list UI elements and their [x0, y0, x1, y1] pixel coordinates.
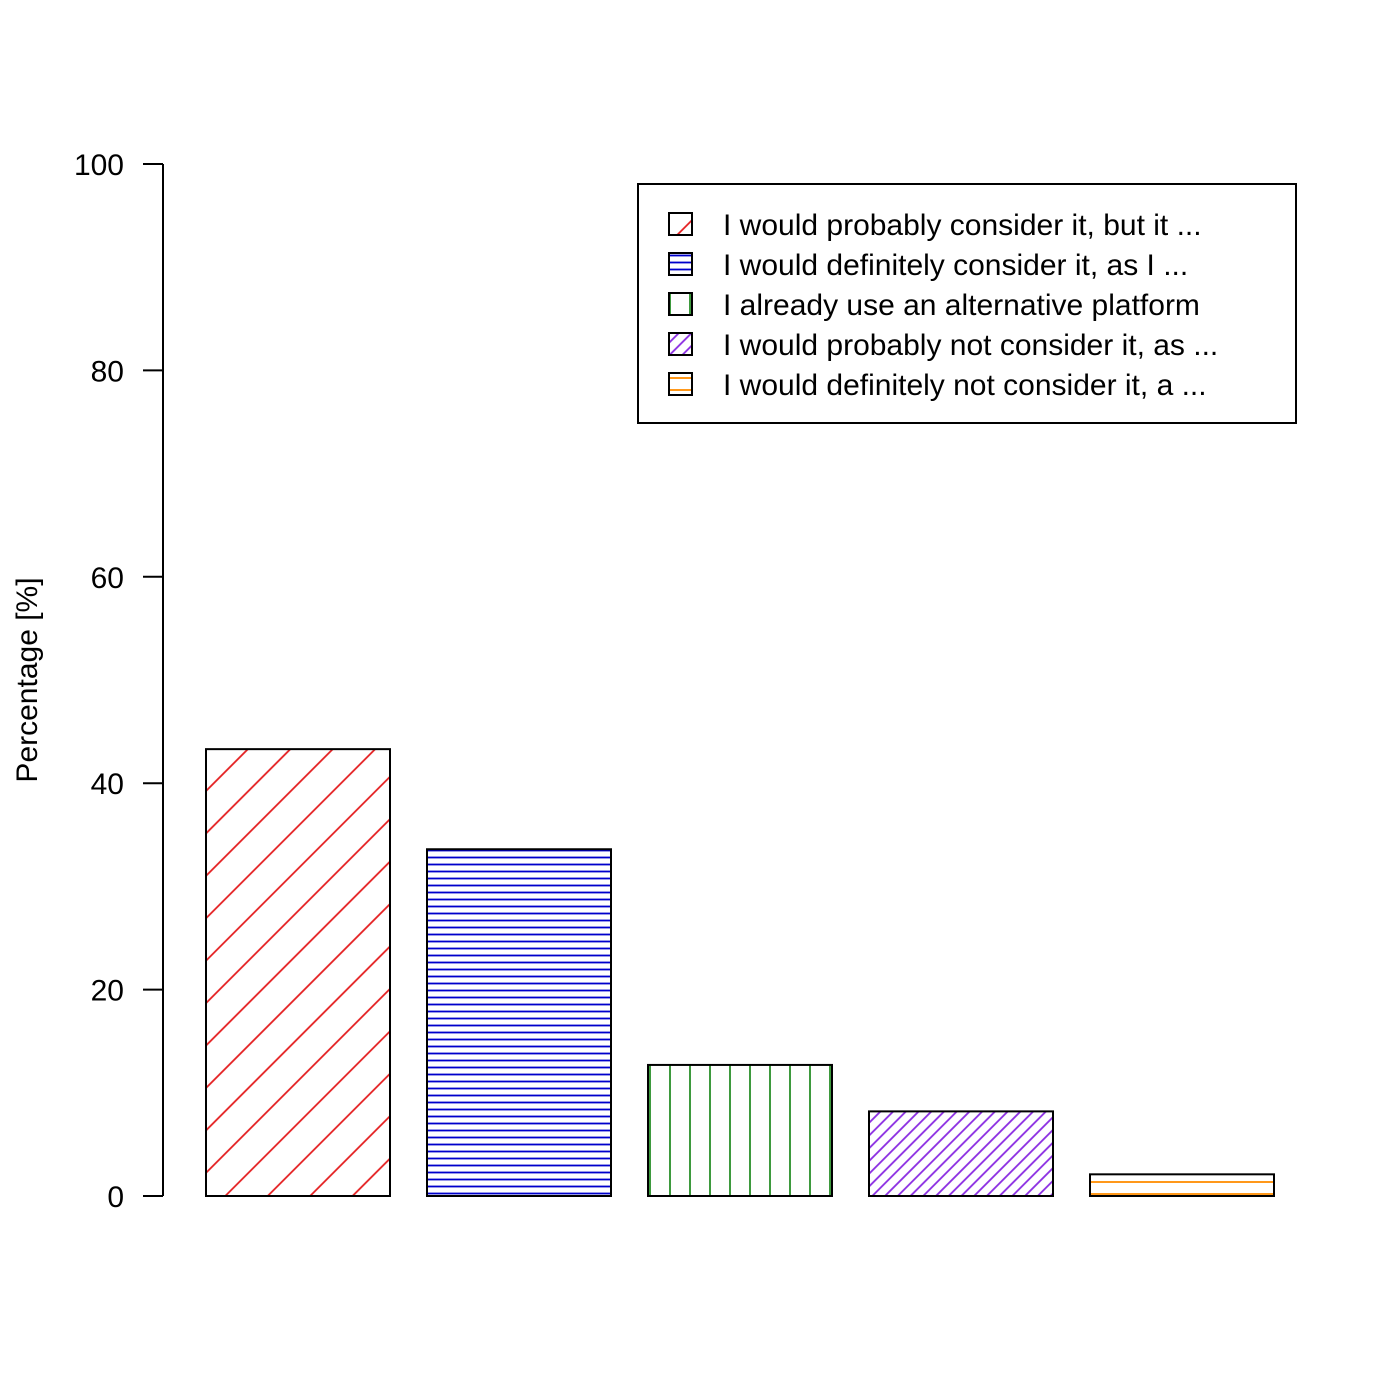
legend-label: I would definitely consider it, as I ... — [723, 249, 1188, 282]
legend-swatch — [668, 212, 693, 236]
legend-label: I would probably not consider it, as ... — [723, 329, 1218, 362]
legend-swatch — [668, 292, 693, 316]
y-tick-label: 40 — [91, 768, 124, 801]
bar — [205, 748, 391, 1197]
legend-label: I already use an alternative platform — [723, 289, 1200, 322]
y-axis: 0 20 40 60 80 100 — [74, 149, 164, 1214]
legend-swatch — [668, 332, 693, 356]
bar — [426, 848, 612, 1197]
y-tick-label: 0 — [107, 1181, 124, 1214]
bars — [205, 748, 1275, 1198]
y-axis-label: Percentage [%] — [11, 577, 44, 782]
y-tick-label: 20 — [91, 975, 124, 1008]
legend-swatch — [668, 252, 693, 276]
bar — [868, 1110, 1054, 1197]
legend: I would probably consider it, but it ...… — [637, 183, 1297, 424]
bar — [647, 1063, 833, 1198]
legend-label: I would probably consider it, but it ... — [723, 209, 1202, 242]
legend-swatch — [668, 372, 693, 396]
y-tick-label: 100 — [74, 149, 124, 182]
bar — [1089, 1173, 1275, 1198]
y-tick-label: 60 — [91, 562, 124, 595]
legend-box — [637, 183, 1297, 424]
y-tick-label: 80 — [91, 355, 124, 388]
legend-label: I would definitely not consider it, a ..… — [723, 369, 1207, 402]
